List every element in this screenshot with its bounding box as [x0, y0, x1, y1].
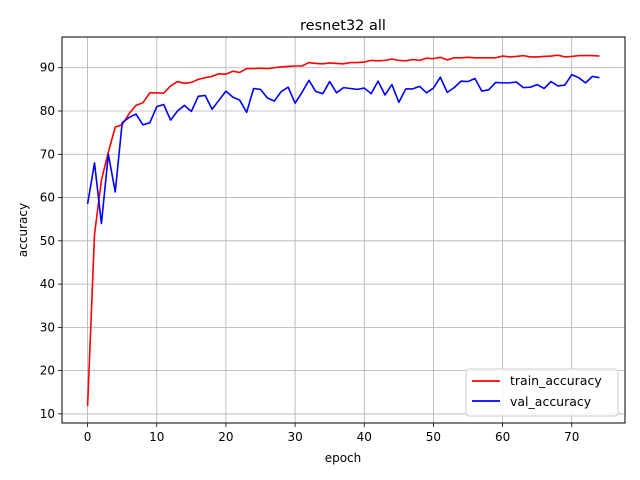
legend-label-val-accuracy: val_accuracy	[510, 394, 592, 409]
y-tick-label: 80	[40, 104, 55, 118]
y-tick-label: 90	[40, 61, 55, 75]
legend-box	[465, 368, 619, 417]
y-tick-label: 20	[40, 364, 55, 378]
axis-ticks: 0 10 20 30 40 50 60 70 10 20 30 40 50 60 70 80 90	[40, 61, 580, 444]
y-tick-label: 60	[40, 191, 55, 205]
chart-title: resnet32 all	[300, 18, 386, 34]
y-axis-label: accuracy	[16, 203, 30, 257]
series-line-train-accuracy	[86, 54, 600, 407]
plot-frame	[61, 36, 626, 424]
x-tick-label: 60	[495, 430, 510, 444]
y-tick-label: 40	[40, 277, 55, 291]
y-tick-label: 10	[40, 407, 55, 421]
y-tick-label: 70	[40, 147, 55, 161]
legend: train_accuracy val_accuracy	[465, 368, 619, 417]
y-tick-label: 30	[40, 320, 55, 334]
x-tick-label: 40	[357, 430, 372, 444]
legend-label-train-accuracy: train_accuracy	[510, 373, 602, 388]
x-tick-label: 0	[84, 430, 92, 444]
x-tick-label: 70	[564, 430, 579, 444]
x-tick-label: 50	[426, 430, 441, 444]
x-tick-label: 30	[287, 430, 302, 444]
series-line-val-accuracy	[86, 73, 600, 225]
series-lines	[86, 54, 600, 407]
y-tick-label: 50	[40, 234, 55, 248]
x-axis-label: epoch	[325, 451, 362, 465]
x-tick-label: 20	[218, 430, 233, 444]
x-tick-label: 10	[149, 430, 164, 444]
